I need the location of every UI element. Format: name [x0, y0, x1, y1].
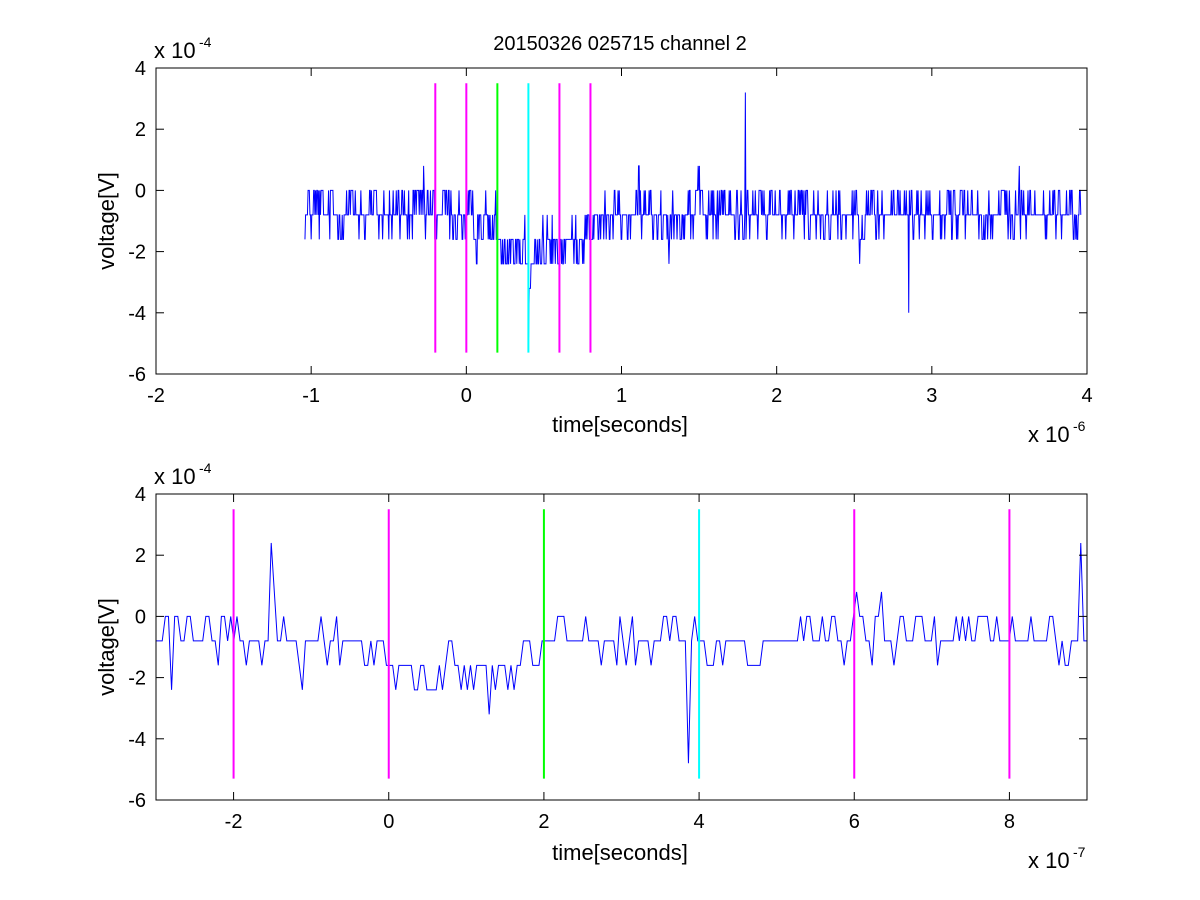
bottom-y-tick-label: 0: [135, 606, 146, 628]
bottom-subplot: -2 0 2 4 6 8 -6 -4 -2 0 2 4 time[seconds] voltage[…: [94, 460, 1088, 873]
bottom-x-tick-label: 2: [538, 811, 549, 833]
bottom-x-label: time[seconds]: [552, 840, 688, 865]
bottom-x-tick-label: 6: [849, 811, 860, 833]
bottom-x-tick-label: 8: [1004, 811, 1015, 833]
bottom-y-label: voltage[V]: [94, 598, 119, 696]
bottom-x-ticks: -2 0 2 4 6 8: [225, 494, 1015, 833]
top-y-tick-label: -4: [128, 303, 146, 325]
top-x-label: time[seconds]: [552, 412, 688, 437]
top-marker-layer: [434, 83, 592, 353]
top-x-exponent-power: -6: [1073, 418, 1086, 434]
bottom-x-tick-label: 4: [694, 811, 705, 833]
bottom-x-tick-label: -2: [225, 811, 243, 833]
top-trace-layer: [304, 92, 1082, 338]
bottom-y-tick-label: -6: [128, 790, 146, 812]
bottom-y-tick-label: 2: [135, 545, 146, 567]
top-y-exponent-base: x 10: [154, 38, 196, 63]
top-y-tick-label: 2: [135, 119, 146, 141]
top-y-ticks: -6 -4 -2 0 2 4: [128, 58, 1087, 386]
top-x-tick-label: 3: [926, 385, 937, 407]
top-x-tick-label: 0: [461, 385, 472, 407]
bottom-y-ticks: -6 -4 -2 0 2 4: [128, 484, 1087, 812]
top-y-tick-label: 0: [135, 180, 146, 202]
top-x-tick-label: -1: [302, 385, 320, 407]
top-x-tick-label: 4: [1081, 385, 1092, 407]
top-x-tick-label: 2: [771, 385, 782, 407]
top-x-ticks: -2 -1 0 1 2 3 4: [147, 68, 1093, 407]
bottom-y-tick-label: -2: [128, 668, 146, 690]
bottom-y-exponent: x 10 -4: [154, 460, 212, 489]
top-y-tick-label: -2: [128, 242, 146, 264]
top-x-tick-label: 1: [616, 385, 627, 407]
top-y-tick-label: -6: [128, 364, 146, 386]
top-y-tick-label: 4: [135, 58, 146, 80]
bottom-x-exponent-power: -7: [1073, 844, 1086, 860]
top-x-exponent: x 10 -6: [1028, 418, 1086, 447]
top-x-tick-label: -2: [147, 385, 165, 407]
bottom-y-tick-label: -4: [128, 729, 146, 751]
top-y-exponent: x 10 -4: [154, 34, 212, 63]
top-series-line: [304, 92, 1082, 338]
bottom-x-exponent: x 10 -7: [1028, 844, 1086, 873]
bottom-x-tick-label: 0: [383, 811, 394, 833]
bottom-series-line: [156, 542, 1087, 764]
top-y-label: voltage[V]: [94, 172, 119, 270]
top-axes-frame: [155, 67, 1088, 375]
bottom-trace-layer: [156, 542, 1087, 764]
bottom-marker-layer: [232, 509, 1011, 779]
bottom-x-exponent-base: x 10: [1028, 848, 1070, 873]
top-subplot: -2 -1 0 1 2 3 4 -6 -4 -2 0 2 4 time[seconds] voltag…: [94, 34, 1093, 447]
top-x-exponent-base: x 10: [1028, 422, 1070, 447]
bottom-y-exponent-power: -4: [199, 460, 212, 476]
figure-title: 20150326 025715 channel 2: [493, 33, 747, 55]
top-y-exponent-power: -4: [199, 34, 212, 50]
bottom-y-exponent-base: x 10: [154, 464, 196, 489]
bottom-axes-frame: [155, 493, 1088, 801]
bottom-y-tick-label: 4: [135, 484, 146, 506]
